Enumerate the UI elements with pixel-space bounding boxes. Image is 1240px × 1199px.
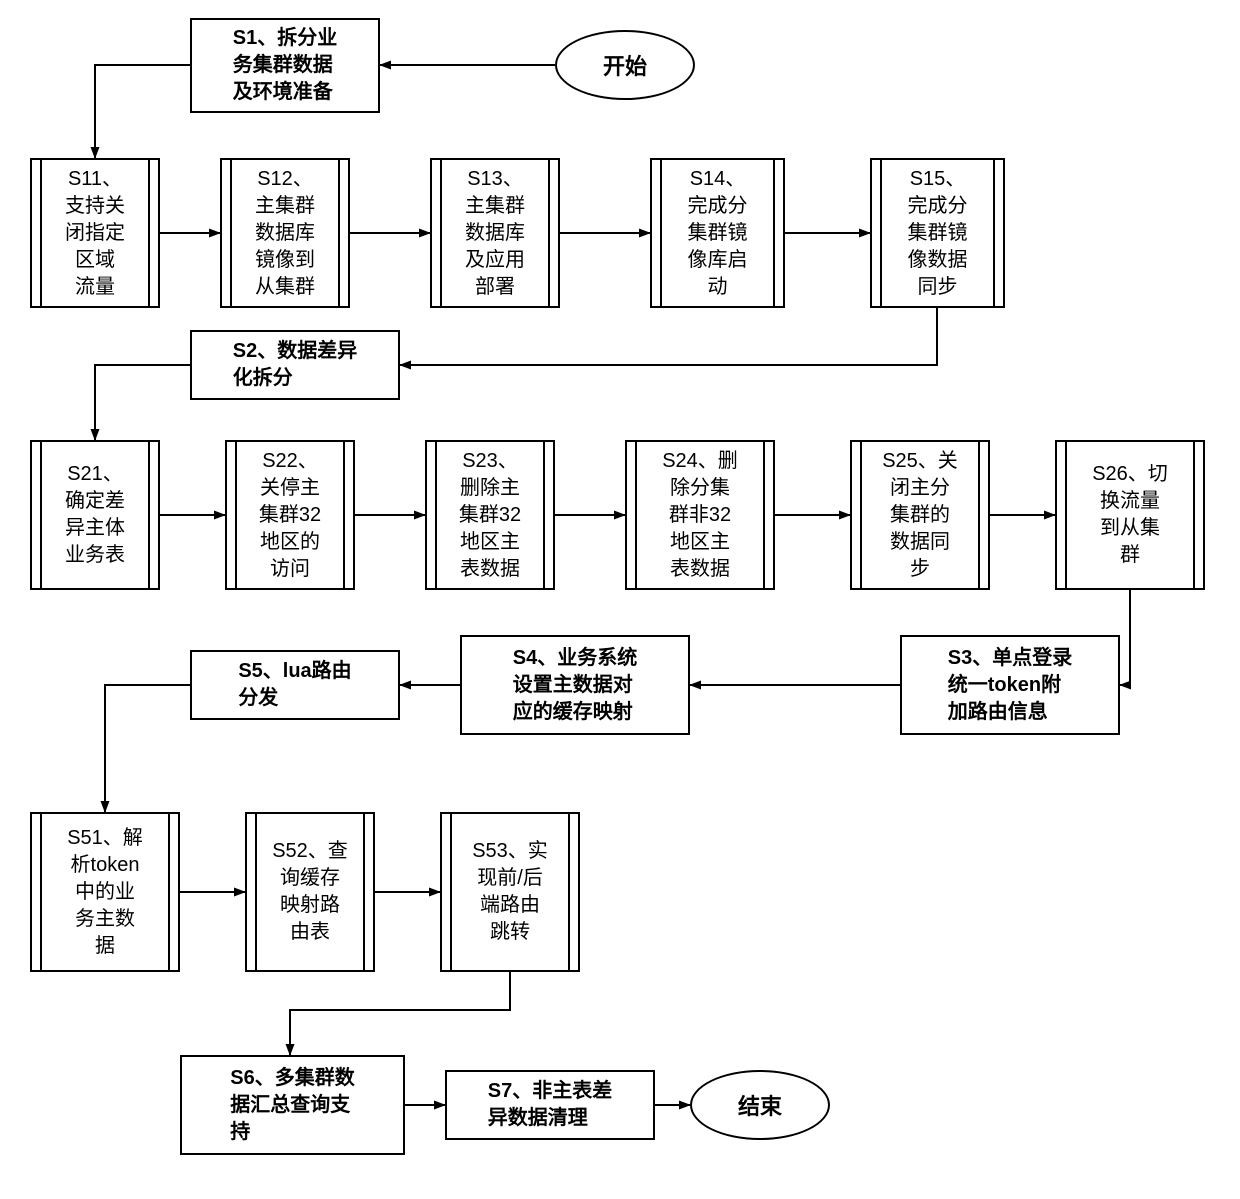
node-s53: S53、实现前/后端路由跳转 [440,812,580,972]
node-s5: S5、lua路由分发 [190,650,400,720]
node-s25-label: S25、关闭主分集群的数据同步 [882,448,958,583]
node-s2-label: S2、数据差异化拆分 [233,338,357,392]
edges-layer [0,0,1240,1199]
node-s52: S52、查询缓存映射路由表 [245,812,375,972]
node-s6-label: S6、多集群数据汇总查询支持 [230,1065,354,1146]
edge-s53-s6 [290,972,510,1055]
node-s21: S21、确定差异主体业务表 [30,440,160,590]
node-s22: S22、关停主集群32地区的访问 [225,440,355,590]
node-s4: S4、业务系统设置主数据对应的缓存映射 [460,635,690,735]
terminal-start: 开始 [555,30,695,100]
node-s15: S15、完成分集群镜像数据同步 [870,158,1005,308]
node-s1: S1、拆分业务集群数据及环境准备 [190,18,380,113]
node-s1-label: S1、拆分业务集群数据及环境准备 [233,25,337,106]
edge-s1-s11 [95,65,190,158]
node-s53-label: S53、实现前/后端路由跳转 [472,838,548,946]
node-s51: S51、解析token中的业务主数据 [30,812,180,972]
node-s4-label: S4、业务系统设置主数据对应的缓存映射 [513,645,637,726]
node-s25: S25、关闭主分集群的数据同步 [850,440,990,590]
edge-s2-s21 [95,365,190,440]
node-s23-label: S23、删除主集群32地区主表数据 [459,448,521,583]
node-s6: S6、多集群数据汇总查询支持 [180,1055,405,1155]
node-s3-label: S3、单点登录统一token附加路由信息 [948,645,1072,726]
node-s52-label: S52、查询缓存映射路由表 [272,838,348,946]
node-s11: S11、支持关闭指定区域流量 [30,158,160,308]
node-s5-label: S5、lua路由分发 [238,658,351,712]
node-s22-label: S22、关停主集群32地区的访问 [259,448,321,583]
node-s12-label: S12、主集群数据库镜像到从集群 [255,166,315,301]
node-s13: S13、主集群数据库及应用部署 [430,158,560,308]
edge-s26-s3 [1120,590,1130,685]
node-s51-label: S51、解析token中的业务主数据 [67,825,143,960]
node-s7: S7、非主表差异数据清理 [445,1070,655,1140]
node-s14: S14、完成分集群镜像库启动 [650,158,785,308]
node-s24-label: S24、删除分集群非32地区主表数据 [662,448,738,583]
node-s14-label: S14、完成分集群镜像库启动 [688,166,748,301]
terminal-start-label: 开始 [603,49,647,81]
node-s26: S26、切换流量到从集群 [1055,440,1205,590]
node-s7-label: S7、非主表差异数据清理 [488,1078,612,1132]
terminal-end-label: 结束 [738,1089,782,1121]
node-s26-label: S26、切换流量到从集群 [1092,461,1168,569]
terminal-end: 结束 [690,1070,830,1140]
node-s12: S12、主集群数据库镜像到从集群 [220,158,350,308]
edge-s15-s2 [400,308,937,365]
node-s24: S24、删除分集群非32地区主表数据 [625,440,775,590]
node-s13-label: S13、主集群数据库及应用部署 [465,166,525,301]
node-s21-label: S21、确定差异主体业务表 [65,461,125,569]
node-s15-label: S15、完成分集群镜像数据同步 [908,166,968,301]
node-s23: S23、删除主集群32地区主表数据 [425,440,555,590]
node-s3: S3、单点登录统一token附加路由信息 [900,635,1120,735]
node-s11-label: S11、支持关闭指定区域流量 [65,166,125,301]
node-s2: S2、数据差异化拆分 [190,330,400,400]
edge-s5-s51 [105,685,190,812]
